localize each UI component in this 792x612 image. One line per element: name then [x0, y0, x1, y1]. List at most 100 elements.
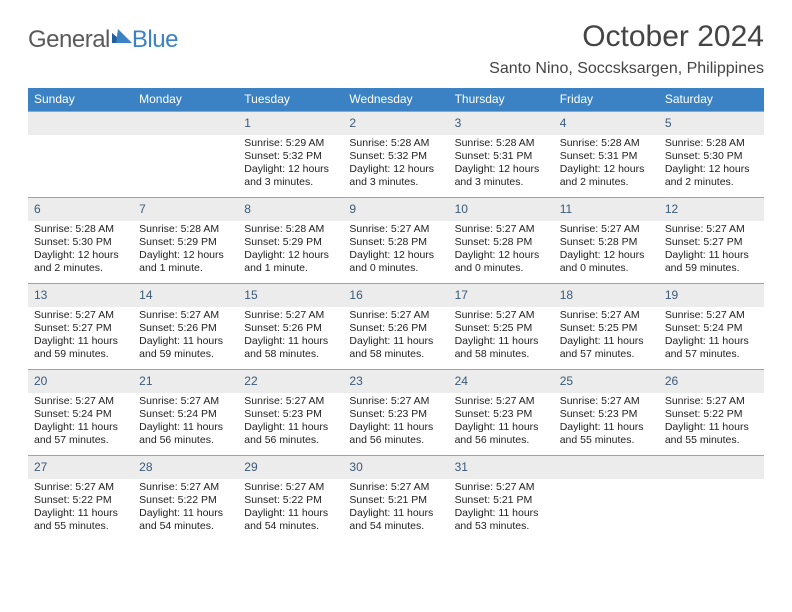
- day-cell: 16Sunrise: 5:27 AMSunset: 5:26 PMDayligh…: [343, 283, 448, 369]
- day-number: 3: [455, 116, 462, 130]
- day-header-thu: Thursday: [449, 88, 554, 111]
- week-row: 27Sunrise: 5:27 AMSunset: 5:22 PMDayligh…: [28, 455, 764, 541]
- daylight-text: Daylight: 11 hours and 54 minutes.: [139, 507, 232, 533]
- day-body: Sunrise: 5:27 AMSunset: 5:25 PMDaylight:…: [554, 307, 659, 366]
- day-number-row: 7: [133, 197, 238, 221]
- day-number-row: 14: [133, 283, 238, 307]
- day-body: Sunrise: 5:27 AMSunset: 5:21 PMDaylight:…: [343, 479, 448, 538]
- sunset-text: Sunset: 5:24 PM: [139, 408, 232, 421]
- daylight-text: Daylight: 11 hours and 53 minutes.: [455, 507, 548, 533]
- day-header-sun: Sunday: [28, 88, 133, 111]
- sunrise-text: Sunrise: 5:27 AM: [244, 481, 337, 494]
- daylight-text: Daylight: 12 hours and 3 minutes.: [349, 163, 442, 189]
- sunset-text: Sunset: 5:21 PM: [349, 494, 442, 507]
- day-number-row: 2: [343, 111, 448, 135]
- day-body: Sunrise: 5:28 AMSunset: 5:29 PMDaylight:…: [133, 221, 238, 280]
- day-body: [133, 135, 238, 141]
- logo-text-blue: Blue: [132, 26, 178, 54]
- sunrise-text: Sunrise: 5:27 AM: [455, 309, 548, 322]
- sunrise-text: Sunrise: 5:28 AM: [455, 137, 548, 150]
- sunset-text: Sunset: 5:29 PM: [244, 236, 337, 249]
- day-number-row: .: [28, 111, 133, 135]
- day-number: 6: [34, 202, 41, 216]
- day-number: 12: [665, 202, 678, 216]
- day-body: Sunrise: 5:28 AMSunset: 5:30 PMDaylight:…: [659, 135, 764, 194]
- day-body: Sunrise: 5:27 AMSunset: 5:28 PMDaylight:…: [449, 221, 554, 280]
- day-number-row: 5: [659, 111, 764, 135]
- day-number: 31: [455, 460, 468, 474]
- logo-text-general: General: [28, 26, 110, 54]
- sunset-text: Sunset: 5:25 PM: [560, 322, 653, 335]
- sunrise-text: Sunrise: 5:27 AM: [349, 481, 442, 494]
- daylight-text: Daylight: 11 hours and 55 minutes.: [34, 507, 127, 533]
- day-header-wed: Wednesday: [343, 88, 448, 111]
- day-cell: 25Sunrise: 5:27 AMSunset: 5:23 PMDayligh…: [554, 369, 659, 455]
- sunset-text: Sunset: 5:22 PM: [139, 494, 232, 507]
- day-cell: 15Sunrise: 5:27 AMSunset: 5:26 PMDayligh…: [238, 283, 343, 369]
- sunrise-text: Sunrise: 5:27 AM: [665, 309, 758, 322]
- day-number-row: .: [659, 455, 764, 479]
- day-number-row: 25: [554, 369, 659, 393]
- sunset-text: Sunset: 5:26 PM: [139, 322, 232, 335]
- day-number: 15: [244, 288, 257, 302]
- daylight-text: Daylight: 12 hours and 2 minutes.: [665, 163, 758, 189]
- title-block: October 2024 Santo Nino, Soccsksargen, P…: [489, 20, 764, 78]
- calendar-grid: Sunday Monday Tuesday Wednesday Thursday…: [28, 88, 764, 541]
- day-body: Sunrise: 5:29 AMSunset: 5:32 PMDaylight:…: [238, 135, 343, 194]
- day-number-row: 21: [133, 369, 238, 393]
- day-number: 8: [244, 202, 251, 216]
- sunset-text: Sunset: 5:28 PM: [455, 236, 548, 249]
- day-cell: 24Sunrise: 5:27 AMSunset: 5:23 PMDayligh…: [449, 369, 554, 455]
- day-number-row: 11: [554, 197, 659, 221]
- day-body: Sunrise: 5:27 AMSunset: 5:27 PMDaylight:…: [28, 307, 133, 366]
- sunset-text: Sunset: 5:28 PM: [349, 236, 442, 249]
- sunset-text: Sunset: 5:30 PM: [34, 236, 127, 249]
- day-number-row: 22: [238, 369, 343, 393]
- day-body: Sunrise: 5:27 AMSunset: 5:22 PMDaylight:…: [28, 479, 133, 538]
- day-number: 10: [455, 202, 468, 216]
- sunrise-text: Sunrise: 5:27 AM: [455, 481, 548, 494]
- day-number: 28: [139, 460, 152, 474]
- day-number: 16: [349, 288, 362, 302]
- day-cell: .: [133, 111, 238, 197]
- day-number-row: 24: [449, 369, 554, 393]
- day-header-sat: Saturday: [659, 88, 764, 111]
- day-cell: .: [554, 455, 659, 541]
- day-body: Sunrise: 5:28 AMSunset: 5:32 PMDaylight:…: [343, 135, 448, 194]
- day-body: Sunrise: 5:27 AMSunset: 5:23 PMDaylight:…: [238, 393, 343, 452]
- day-number-row: 17: [449, 283, 554, 307]
- sunrise-text: Sunrise: 5:28 AM: [665, 137, 758, 150]
- sunset-text: Sunset: 5:30 PM: [665, 150, 758, 163]
- sunset-text: Sunset: 5:21 PM: [455, 494, 548, 507]
- daylight-text: Daylight: 11 hours and 56 minutes.: [349, 421, 442, 447]
- day-number-row: 23: [343, 369, 448, 393]
- day-number-row: 16: [343, 283, 448, 307]
- day-cell: 10 Sunrise: 5:27 AMSunset: 5:28 PMDayligh…: [449, 197, 554, 283]
- daylight-text: Daylight: 11 hours and 58 minutes.: [455, 335, 548, 361]
- daylight-text: Daylight: 11 hours and 57 minutes.: [665, 335, 758, 361]
- day-number-row: 6: [28, 197, 133, 221]
- daylight-text: Daylight: 12 hours and 3 minutes.: [244, 163, 337, 189]
- day-number: 23: [349, 374, 362, 388]
- day-number-row: 15: [238, 283, 343, 307]
- day-body: Sunrise: 5:27 AMSunset: 5:22 PMDaylight:…: [238, 479, 343, 538]
- sunrise-text: Sunrise: 5:27 AM: [349, 395, 442, 408]
- day-cell: 22Sunrise: 5:27 AMSunset: 5:23 PMDayligh…: [238, 369, 343, 455]
- daylight-text: Daylight: 12 hours and 1 minute.: [244, 249, 337, 275]
- day-number: 11: [560, 202, 572, 216]
- day-number-row: 3: [449, 111, 554, 135]
- day-cell: 31 Sunrise: 5:27 AMSunset: 5:21 PMDayligh…: [449, 455, 554, 541]
- day-number-row: 13: [28, 283, 133, 307]
- sunset-text: Sunset: 5:24 PM: [34, 408, 127, 421]
- sunrise-text: Sunrise: 5:27 AM: [349, 309, 442, 322]
- day-cell: 19Sunrise: 5:27 AMSunset: 5:24 PMDayligh…: [659, 283, 764, 369]
- day-cell: 6Sunrise: 5:28 AMSunset: 5:30 PMDaylight…: [28, 197, 133, 283]
- sunrise-text: Sunrise: 5:27 AM: [139, 481, 232, 494]
- day-body: Sunrise: 5:27 AMSunset: 5:23 PMDaylight:…: [554, 393, 659, 452]
- week-row: 20Sunrise: 5:27 AMSunset: 5:24 PMDayligh…: [28, 369, 764, 455]
- daylight-text: Daylight: 11 hours and 54 minutes.: [244, 507, 337, 533]
- day-body: Sunrise: 5:27 AMSunset: 5:24 PMDaylight:…: [659, 307, 764, 366]
- sunset-text: Sunset: 5:27 PM: [34, 322, 127, 335]
- sunset-text: Sunset: 5:23 PM: [349, 408, 442, 421]
- sunset-text: Sunset: 5:23 PM: [455, 408, 548, 421]
